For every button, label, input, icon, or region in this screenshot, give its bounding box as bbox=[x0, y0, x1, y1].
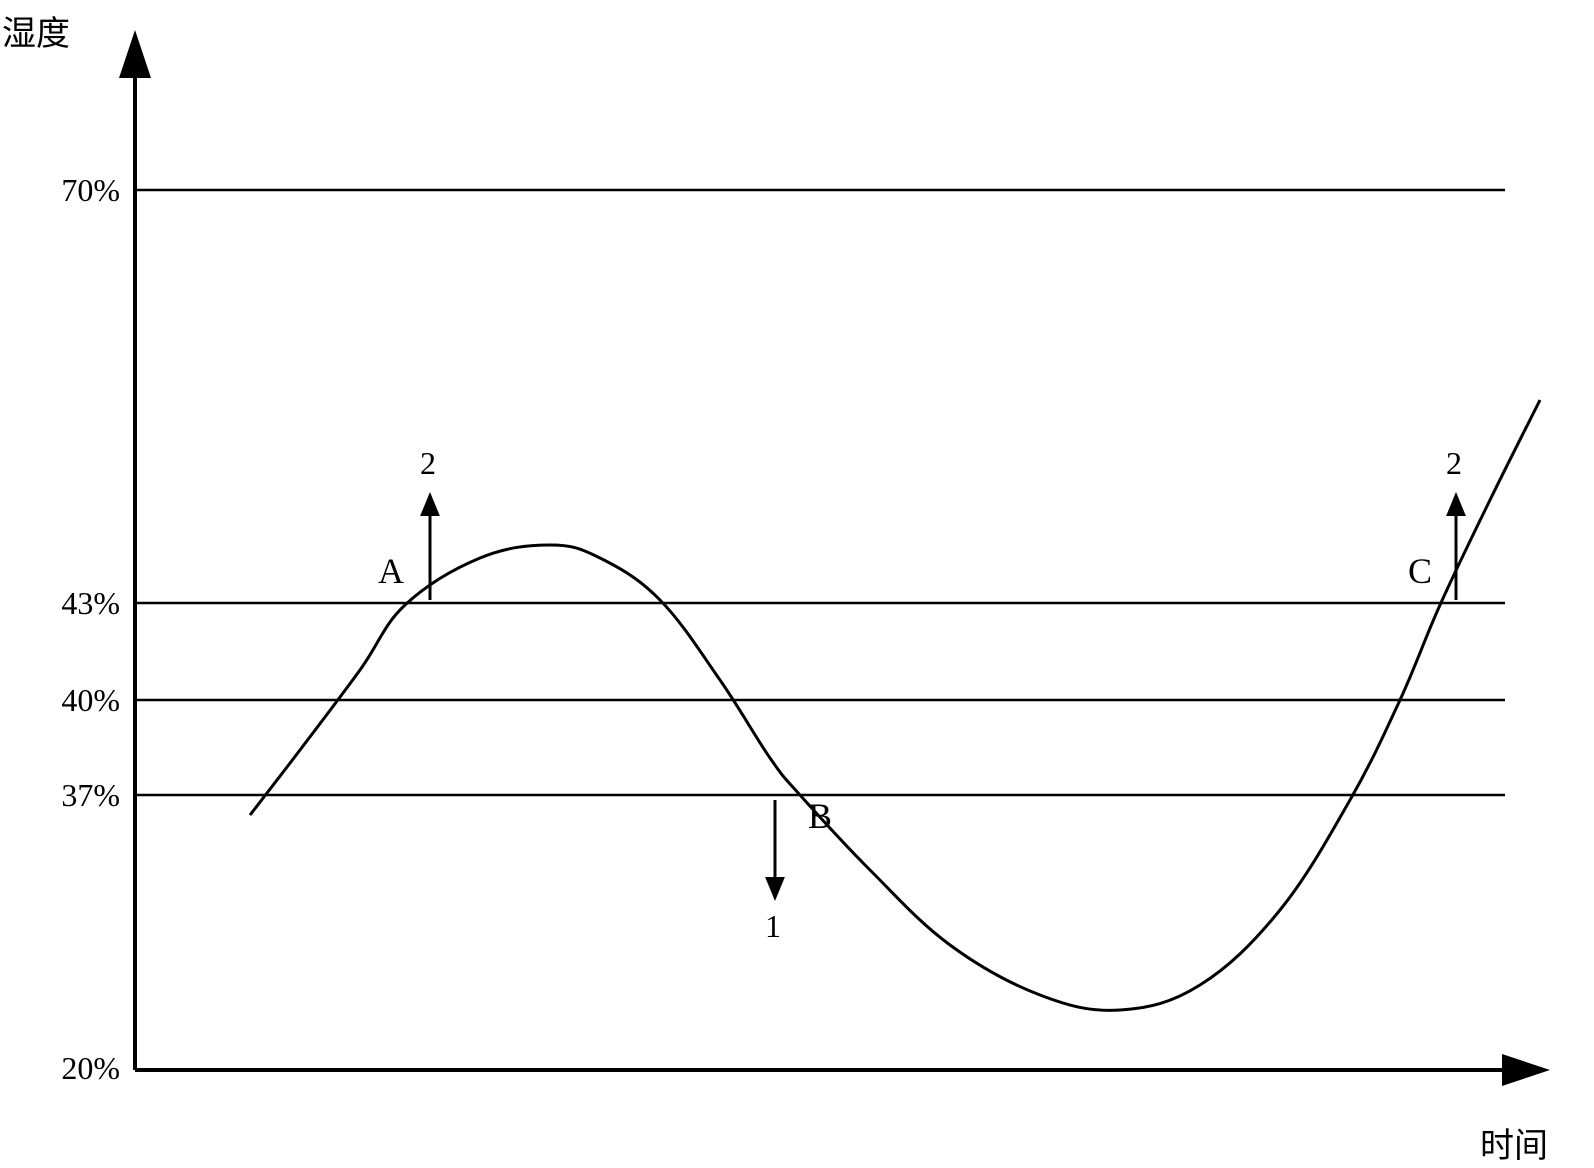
arrow-label-2a: 2 bbox=[420, 445, 436, 482]
x-axis-title: 时间 bbox=[1480, 1118, 1580, 1167]
ytick-40: 40% bbox=[10, 682, 120, 719]
point-label-b: B bbox=[808, 795, 832, 837]
point-label-a: A bbox=[378, 550, 404, 592]
y-axis-title: 湿度 bbox=[2, 6, 102, 55]
ytick-37: 37% bbox=[10, 777, 120, 814]
point-label-c: C bbox=[1408, 550, 1432, 592]
chart-container: 湿度 时间 70% 43% 40% 37% 20% A B C 2 1 2 bbox=[0, 0, 1594, 1168]
ytick-43: 43% bbox=[10, 585, 120, 622]
ytick-70: 70% bbox=[10, 172, 120, 209]
ytick-20: 20% bbox=[10, 1050, 120, 1087]
arrow-label-1: 1 bbox=[765, 908, 781, 945]
arrow-label-2c: 2 bbox=[1446, 445, 1462, 482]
chart-svg bbox=[0, 0, 1594, 1168]
